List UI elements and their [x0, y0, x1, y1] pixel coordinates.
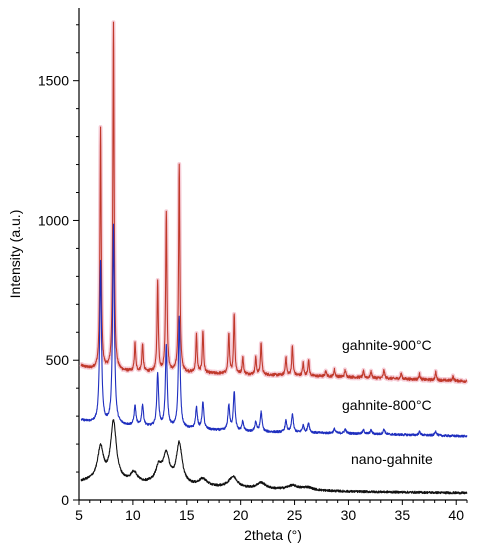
series-label-gahnite-900: gahnite-900°C: [342, 337, 432, 353]
series-line-2: [80, 419, 468, 495]
x-tick-label: 10: [125, 507, 141, 523]
series-group: [79, 20, 469, 495]
x-tick-label: 30: [341, 507, 357, 523]
y-axis-ticks: 0 500 1000 1500: [38, 24, 79, 508]
x-tick-label: 40: [448, 507, 464, 523]
y-tick-label: 1500: [38, 73, 69, 89]
x-tick-label: 15: [179, 507, 195, 523]
y-axis-title: Intensity (a.u.): [7, 210, 23, 299]
x-axis-title: 2theta (°): [244, 527, 302, 543]
series-label-nano-gahnite: nano-gahnite: [351, 451, 433, 467]
x-tick-label: 25: [287, 507, 303, 523]
y-tick-label: 500: [46, 352, 70, 368]
series-line-0: [80, 21, 468, 383]
series-halo: [79, 20, 469, 385]
x-tick-label: 35: [395, 507, 411, 523]
y-tick-label: 0: [61, 492, 69, 508]
y-tick-label: 1000: [38, 212, 69, 228]
x-tick-label: 20: [233, 507, 249, 523]
series-label-gahnite-800: gahnite-800°C: [342, 397, 432, 413]
series-line-1: [80, 223, 468, 438]
x-axis-ticks: 5 10 15 20 25 30 35 40: [75, 500, 468, 523]
x-tick-label: 5: [75, 507, 83, 523]
